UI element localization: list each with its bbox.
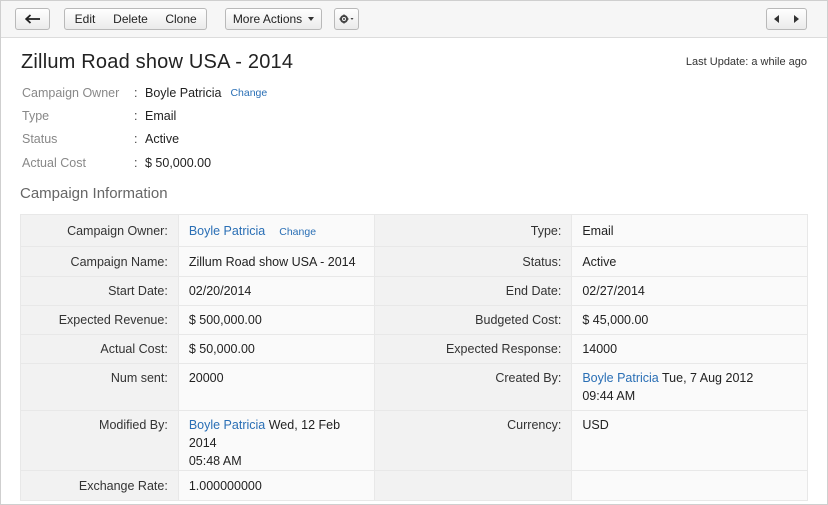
table-row: Start Date: 02/20/2014 End Date: 02/27/2…: [20, 276, 808, 306]
field-value: Boyle Patricia Change: [177, 214, 375, 247]
summary-fields: Campaign Owner : Boyle Patricia Change T…: [22, 81, 267, 174]
table-row: Exchange Rate: 1.000000000: [20, 470, 808, 501]
change-owner-link[interactable]: Change: [230, 86, 268, 99]
table-row: Actual Cost: $ 50,000.00 Expected Respon…: [20, 334, 808, 364]
summary-label: Actual Cost: [22, 155, 86, 170]
summary-colon: :: [134, 132, 138, 147]
summary-row-status: Status : Active: [22, 128, 267, 151]
field-value-empty: [571, 470, 808, 501]
more-actions-button[interactable]: More Actions: [225, 8, 322, 30]
summary-row-type: Type : Email: [22, 104, 267, 127]
table-row: Campaign Name: Zillum Road show USA - 20…: [20, 246, 808, 277]
summary-colon: :: [134, 108, 138, 123]
field-value: Zillum Road show USA - 2014: [177, 246, 375, 277]
field-label: Modified By:: [20, 410, 179, 471]
modified-date: Wed, 12 Feb 2014: [188, 418, 341, 450]
summary-value: Active: [145, 132, 180, 147]
field-value: $ 50,000.00: [177, 334, 375, 364]
summary-value: $ 50,000.00: [145, 155, 212, 170]
modified-by-user-link[interactable]: Boyle Patricia: [188, 418, 266, 432]
gear-icon: [339, 14, 353, 24]
field-label: Start Date:: [20, 276, 179, 306]
page-title: Zillum Road show USA - 2014: [21, 51, 294, 73]
field-label: Created By:: [373, 363, 573, 411]
chevron-left-icon: [774, 15, 779, 23]
field-label: Currency:: [373, 410, 573, 471]
field-value: Active: [571, 246, 808, 277]
section-title: Campaign Information: [20, 185, 168, 202]
table-row: Expected Revenue: $ 500,000.00 Budgeted …: [20, 305, 808, 335]
field-value: USD: [571, 410, 808, 471]
campaign-info-table: Campaign Owner: Boyle Patricia Change Typ…: [20, 214, 808, 501]
summary-colon: :: [134, 85, 138, 100]
field-label: Budgeted Cost:: [373, 305, 573, 335]
summary-row-owner: Campaign Owner : Boyle Patricia Change: [22, 81, 267, 104]
field-value: 1.000000000: [177, 470, 375, 501]
summary-colon: :: [134, 155, 138, 170]
back-button[interactable]: [15, 8, 50, 30]
table-row: Campaign Owner: Boyle Patricia Change Typ…: [20, 214, 808, 247]
modified-time: 05:48 AM: [188, 454, 242, 468]
owner-user-link[interactable]: Boyle Patricia: [188, 224, 266, 238]
last-update: Last Update: a while ago: [685, 56, 807, 68]
field-label: Expected Revenue:: [20, 305, 179, 335]
summary-value: Boyle Patricia: [145, 85, 222, 100]
field-label: Type:: [373, 214, 573, 247]
change-owner-link[interactable]: Change: [279, 226, 317, 238]
field-label: Actual Cost:: [20, 334, 179, 364]
field-value: 02/27/2014: [571, 276, 808, 306]
settings-menu-button[interactable]: [334, 8, 359, 30]
summary-value: Email: [145, 108, 177, 123]
created-by-user-link[interactable]: Boyle Patricia: [582, 371, 659, 385]
caret-down-icon: [308, 17, 315, 21]
field-value: 02/20/2014: [177, 276, 375, 306]
field-value: $ 45,000.00: [571, 305, 808, 335]
field-label: Expected Response:: [373, 334, 573, 364]
delete-button[interactable]: Delete: [105, 8, 157, 30]
clone-button[interactable]: Clone: [156, 8, 207, 30]
table-row: Num sent: 20000 Created By: Boyle Patric…: [20, 363, 808, 411]
more-actions-label: More Actions: [232, 12, 303, 26]
field-label: Campaign Name:: [20, 246, 179, 277]
field-label: End Date:: [373, 276, 573, 306]
field-label-empty: [373, 470, 573, 501]
created-time: 09:44 AM: [582, 389, 636, 403]
field-label: Campaign Owner:: [20, 214, 179, 247]
field-value: 14000: [571, 334, 808, 364]
field-value: Email: [571, 214, 808, 247]
field-value: $ 500,000.00: [177, 305, 375, 335]
summary-row-actual-cost: Actual Cost : $ 50,000.00: [22, 151, 267, 174]
field-value: Boyle Patricia Tue, 7 Aug 2012 09:44 AM: [571, 363, 808, 411]
table-row: Modified By: Boyle Patricia Wed, 12 Feb …: [20, 410, 808, 471]
next-record-button[interactable]: [786, 8, 807, 30]
field-value: 20000: [177, 363, 375, 411]
arrow-left-icon: [24, 14, 40, 24]
toolbar: Edit Delete Clone More Actions: [1, 1, 827, 38]
field-value: Boyle Patricia Wed, 12 Feb 2014 05:48 AM: [177, 410, 375, 471]
field-label: Num sent:: [20, 363, 179, 411]
summary-label: Type: [22, 108, 50, 123]
summary-label: Status: [22, 132, 58, 147]
field-label: Status:: [373, 246, 573, 277]
summary-label: Campaign Owner: [22, 85, 120, 100]
previous-record-button[interactable]: [766, 8, 787, 30]
chevron-right-icon: [793, 15, 799, 23]
created-date: Tue, 7 Aug 2012: [662, 371, 754, 385]
field-label: Exchange Rate:: [20, 470, 179, 501]
edit-button[interactable]: Edit: [64, 8, 106, 30]
